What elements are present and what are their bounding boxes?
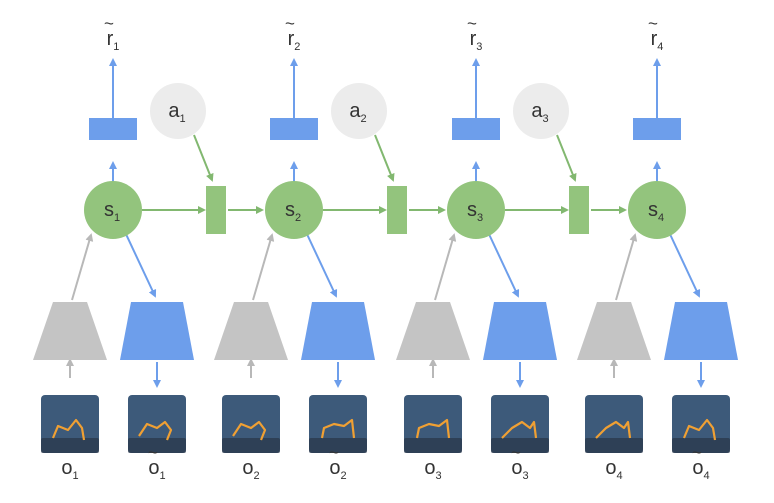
observation-frame <box>585 395 643 453</box>
observation-label: o3 <box>424 457 441 482</box>
state-label: s3 <box>467 199 483 224</box>
reconstructed-frame <box>309 395 367 453</box>
reward-head <box>452 118 500 140</box>
state-label: s1 <box>104 199 120 224</box>
state-node <box>447 181 505 239</box>
encoder-trapezoid <box>214 302 288 360</box>
reconstruction-label-tilde: ~ <box>148 443 158 462</box>
reconstruction-label: o2 <box>329 457 346 482</box>
reconstructed-frame <box>128 395 186 453</box>
transition-block <box>206 186 226 234</box>
reward-label-tilde: ~ <box>467 14 477 33</box>
state-label: s4 <box>648 199 664 224</box>
state-label: s2 <box>285 199 301 224</box>
action-label: a1 <box>168 100 185 125</box>
observation-frame <box>404 395 462 453</box>
reconstruction-label-tilde: ~ <box>511 443 521 462</box>
action-label: a3 <box>531 100 548 125</box>
state-to-decoder-arrow <box>305 231 338 298</box>
reconstructed-frame <box>491 395 549 453</box>
state-node <box>84 181 142 239</box>
encoder-trapezoid <box>33 302 107 360</box>
reconstruction-label-tilde: ~ <box>329 443 339 462</box>
reward-label: r2 <box>288 28 301 53</box>
state-node <box>628 181 686 239</box>
reward-label: r3 <box>470 28 483 53</box>
action-to-transition-arrow <box>193 134 214 182</box>
action-to-transition-arrow <box>556 134 577 182</box>
reconstruction-label: o3 <box>511 457 528 482</box>
observation-label: o4 <box>605 457 622 482</box>
decoder-trapezoid <box>483 302 557 360</box>
decoder-trapezoid <box>120 302 194 360</box>
encoder-to-state-arrow <box>71 233 94 301</box>
encoder-to-state-arrow <box>252 233 275 301</box>
action-node <box>513 83 569 139</box>
encoder-to-state-arrow <box>434 233 457 301</box>
decoder-trapezoid <box>664 302 738 360</box>
observation-frame <box>41 395 99 453</box>
observation-label: o2 <box>242 457 259 482</box>
state-node <box>265 181 323 239</box>
observation-label: o1 <box>61 457 78 482</box>
action-label: a2 <box>349 100 366 125</box>
encoder-trapezoid <box>396 302 470 360</box>
reconstruction-label: o4 <box>692 457 709 482</box>
reward-label: r1 <box>107 28 120 53</box>
action-node <box>331 83 387 139</box>
transition-block <box>387 186 407 234</box>
action-node <box>150 83 206 139</box>
reward-label: r4 <box>651 28 664 53</box>
reward-head <box>633 118 681 140</box>
reward-label-tilde: ~ <box>104 14 114 33</box>
transition-block <box>569 186 589 234</box>
reward-head <box>270 118 318 140</box>
encoder-to-state-arrow <box>615 233 638 301</box>
state-to-decoder-arrow <box>668 231 701 298</box>
decoder-trapezoid <box>301 302 375 360</box>
reward-label-tilde: ~ <box>648 14 658 33</box>
state-to-decoder-arrow <box>124 231 157 298</box>
action-to-transition-arrow <box>374 134 395 182</box>
reward-label-tilde: ~ <box>285 14 295 33</box>
reconstruction-label-tilde: ~ <box>692 443 702 462</box>
reconstruction-label: o1 <box>148 457 165 482</box>
reward-head <box>89 118 137 140</box>
observation-frame <box>222 395 280 453</box>
state-to-decoder-arrow <box>487 231 520 298</box>
encoder-trapezoid <box>577 302 651 360</box>
reconstructed-frame <box>672 395 730 453</box>
